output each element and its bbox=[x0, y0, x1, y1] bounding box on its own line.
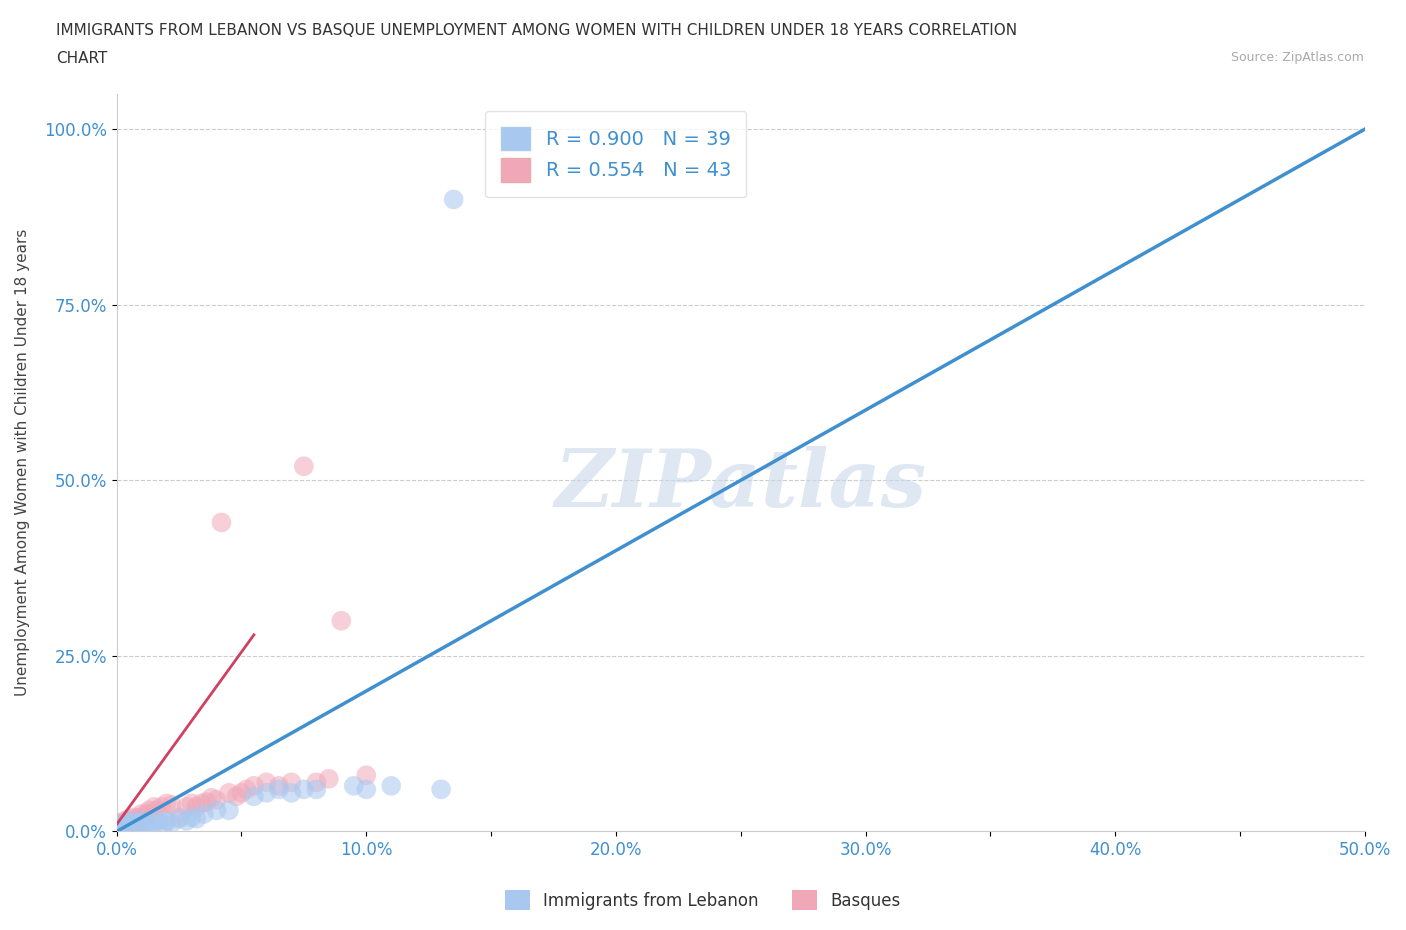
Point bbox=[108, 817, 131, 832]
Point bbox=[143, 800, 166, 815]
Point bbox=[121, 814, 143, 829]
Point bbox=[267, 778, 290, 793]
Point bbox=[176, 800, 198, 815]
Point bbox=[254, 775, 277, 790]
Point bbox=[112, 820, 135, 835]
Point bbox=[167, 811, 190, 826]
Point bbox=[145, 803, 167, 817]
Point bbox=[107, 820, 129, 835]
Point bbox=[292, 458, 315, 473]
Point bbox=[122, 816, 145, 830]
Point bbox=[122, 810, 145, 825]
Point bbox=[430, 782, 453, 797]
Point bbox=[148, 814, 170, 829]
Point bbox=[112, 814, 135, 829]
Point bbox=[128, 818, 150, 833]
Point bbox=[305, 782, 328, 797]
Point bbox=[128, 810, 150, 825]
Point bbox=[143, 816, 166, 830]
Point bbox=[280, 786, 302, 801]
Point bbox=[155, 814, 177, 829]
Point bbox=[160, 816, 183, 830]
Point bbox=[118, 814, 141, 829]
Point bbox=[135, 806, 157, 821]
Point bbox=[380, 778, 402, 793]
Point bbox=[111, 818, 134, 833]
Point bbox=[267, 782, 290, 797]
Point bbox=[125, 817, 148, 832]
Point bbox=[218, 803, 240, 817]
Point bbox=[243, 778, 266, 793]
Point bbox=[110, 820, 132, 835]
Point bbox=[186, 800, 208, 815]
Text: CHART: CHART bbox=[56, 51, 108, 66]
Point bbox=[107, 820, 129, 835]
Point bbox=[150, 800, 173, 815]
Point bbox=[118, 811, 141, 826]
Point bbox=[138, 818, 160, 833]
Point bbox=[135, 817, 157, 832]
Point bbox=[110, 816, 132, 830]
Point bbox=[138, 803, 160, 817]
Point bbox=[205, 803, 228, 817]
Point bbox=[193, 806, 215, 821]
Point bbox=[108, 818, 131, 833]
Point bbox=[305, 775, 328, 790]
Legend: R = 0.900   N = 39, R = 0.554   N = 43: R = 0.900 N = 39, R = 0.554 N = 43 bbox=[485, 112, 747, 197]
Point bbox=[110, 817, 132, 832]
Point bbox=[153, 817, 176, 832]
Text: Source: ZipAtlas.com: Source: ZipAtlas.com bbox=[1230, 51, 1364, 64]
Point bbox=[155, 796, 177, 811]
Point bbox=[125, 811, 148, 826]
Point bbox=[343, 778, 366, 793]
Point bbox=[115, 816, 138, 830]
Point bbox=[231, 786, 253, 801]
Point bbox=[243, 789, 266, 804]
Point bbox=[132, 810, 155, 825]
Point bbox=[111, 817, 134, 832]
Point bbox=[121, 817, 143, 832]
Legend: Immigrants from Lebanon, Basques: Immigrants from Lebanon, Basques bbox=[499, 884, 907, 917]
Point bbox=[200, 790, 222, 805]
Point bbox=[292, 782, 315, 797]
Text: ZIPatlas: ZIPatlas bbox=[554, 446, 927, 524]
Point bbox=[160, 797, 183, 812]
Point bbox=[167, 810, 190, 825]
Point bbox=[190, 796, 212, 811]
Point bbox=[180, 796, 202, 811]
Point bbox=[132, 816, 155, 830]
Point bbox=[235, 782, 257, 797]
Point bbox=[354, 782, 377, 797]
Point bbox=[176, 814, 198, 829]
Point bbox=[330, 614, 353, 629]
Point bbox=[110, 818, 132, 833]
Point bbox=[443, 192, 465, 206]
Point bbox=[205, 792, 228, 807]
Point bbox=[180, 810, 202, 825]
Point bbox=[280, 775, 302, 790]
Point bbox=[218, 786, 240, 801]
Point bbox=[318, 771, 340, 786]
Point bbox=[254, 786, 277, 801]
Y-axis label: Unemployment Among Women with Children Under 18 years: Unemployment Among Women with Children U… bbox=[15, 229, 30, 697]
Point bbox=[195, 794, 218, 809]
Point bbox=[115, 817, 138, 832]
Point bbox=[211, 515, 233, 530]
Point bbox=[131, 814, 153, 829]
Point bbox=[186, 811, 208, 826]
Point bbox=[225, 789, 247, 804]
Point bbox=[354, 768, 377, 783]
Point bbox=[131, 806, 153, 821]
Text: IMMIGRANTS FROM LEBANON VS BASQUE UNEMPLOYMENT AMONG WOMEN WITH CHILDREN UNDER 1: IMMIGRANTS FROM LEBANON VS BASQUE UNEMPL… bbox=[56, 23, 1018, 38]
